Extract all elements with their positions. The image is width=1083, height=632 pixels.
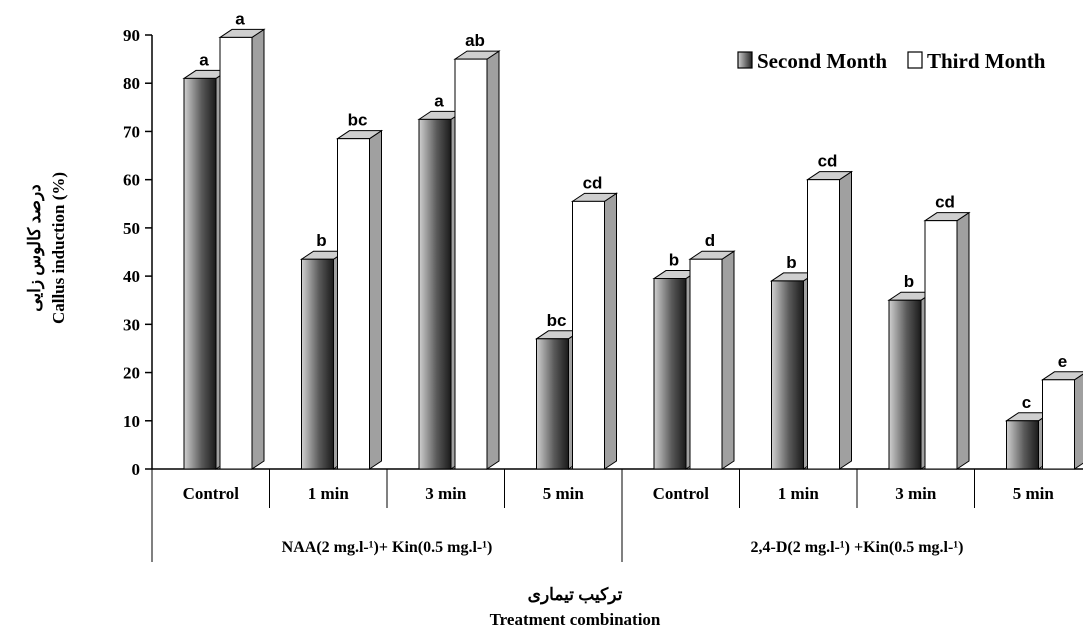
bar-third-month bbox=[805, 170, 854, 470]
bar-side-face bbox=[251, 28, 265, 470]
significance-letter: b bbox=[904, 272, 914, 291]
bar-third-month bbox=[923, 211, 971, 470]
bar-second-month bbox=[534, 329, 583, 470]
x-category-label: Control bbox=[653, 484, 710, 503]
x-category-label: 3 min bbox=[895, 484, 937, 503]
bar-front-face bbox=[1006, 420, 1039, 470]
bar-side-face bbox=[486, 50, 500, 470]
significance-letter: e bbox=[1058, 352, 1067, 371]
y-axis-title: Callus induction (%) bbox=[49, 172, 68, 324]
x-group-label: 2,4-D(2 mg.l-¹) +Kin(0.5 mg.l-¹) bbox=[751, 539, 964, 556]
y-tick-label: 30 bbox=[123, 315, 140, 334]
bar-third-month bbox=[570, 192, 619, 470]
x-category-label: 5 min bbox=[543, 484, 585, 503]
bar-front-face bbox=[1042, 379, 1075, 470]
bar-front-face bbox=[924, 220, 958, 470]
legend-swatch bbox=[737, 51, 753, 69]
legend: Second Month Third Month bbox=[737, 49, 1046, 73]
bar-front-face bbox=[337, 138, 370, 470]
x-axis-title-fa: ترکیب تیماری bbox=[528, 585, 623, 605]
significance-letter: ab bbox=[465, 31, 485, 50]
significance-letter: cd bbox=[583, 173, 603, 192]
bar-front-face bbox=[418, 118, 452, 470]
significance-letter: a bbox=[199, 50, 209, 69]
x-category-label: 1 min bbox=[778, 484, 820, 503]
x-category-label: 1 min bbox=[308, 484, 350, 503]
y-tick-label: 80 bbox=[123, 74, 140, 93]
significance-letter: b bbox=[316, 231, 326, 250]
bar-front-face bbox=[689, 258, 723, 470]
bar-front-face bbox=[219, 36, 253, 470]
significance-letter: a bbox=[235, 9, 245, 28]
bar-front-face bbox=[454, 58, 488, 470]
x-category-label: 3 min bbox=[425, 484, 467, 503]
x-category-label: 5 min bbox=[1013, 484, 1055, 503]
bar-side-face bbox=[604, 192, 617, 470]
bar-side-face bbox=[956, 211, 970, 470]
bar-front-face bbox=[807, 179, 840, 470]
bar-third-month bbox=[688, 250, 736, 470]
bar-front-face bbox=[183, 77, 217, 470]
y-tick-label: 0 bbox=[132, 460, 141, 479]
bar-third-month bbox=[1040, 371, 1083, 470]
bar-third-month bbox=[453, 50, 501, 470]
bar-side-face bbox=[839, 170, 852, 470]
x-category-label: Control bbox=[183, 484, 240, 503]
y-tick-label: 20 bbox=[123, 364, 140, 383]
y-tick-label: 90 bbox=[123, 26, 140, 45]
significance-letter: bc bbox=[547, 311, 567, 330]
significance-letter: a bbox=[434, 91, 444, 110]
y-axis-title-fa: درصد کالوس زایی bbox=[25, 184, 45, 311]
significance-letter: cd bbox=[818, 152, 838, 171]
legend-label: Second Month bbox=[757, 49, 887, 73]
significance-letter: b bbox=[786, 253, 796, 272]
significance-letter: d bbox=[705, 231, 715, 250]
bar-third-month bbox=[335, 129, 384, 470]
x-group-label: NAA(2 mg.l-¹)+ Kin(0.5 mg.l-¹) bbox=[282, 539, 493, 556]
bar-third-month bbox=[218, 28, 266, 470]
y-tick-label: 10 bbox=[123, 412, 140, 431]
bar-front-face bbox=[771, 280, 804, 470]
y-tick-label: 60 bbox=[123, 171, 140, 190]
bar-front-face bbox=[301, 258, 334, 470]
bar-front-face bbox=[653, 278, 687, 470]
y-tick-label: 40 bbox=[123, 267, 140, 286]
bar-front-face bbox=[888, 299, 922, 470]
significance-letter: c bbox=[1022, 393, 1031, 412]
bar-side-face bbox=[369, 129, 382, 470]
y-tick-label: 70 bbox=[123, 122, 140, 141]
x-axis-title: Treatment combination bbox=[490, 610, 661, 629]
y-tick-label: 50 bbox=[123, 219, 140, 238]
bar-side-face bbox=[721, 250, 735, 470]
bar-top-face bbox=[1040, 371, 1083, 381]
bar-side-face bbox=[1074, 373, 1083, 470]
significance-letter: b bbox=[669, 251, 679, 270]
bar-front-face bbox=[572, 200, 605, 470]
significance-letter: cd bbox=[935, 193, 955, 212]
legend-label: Third Month bbox=[927, 49, 1046, 73]
bar-front-face bbox=[536, 338, 569, 470]
significance-letter: bc bbox=[348, 111, 368, 130]
legend-swatch bbox=[907, 51, 923, 69]
